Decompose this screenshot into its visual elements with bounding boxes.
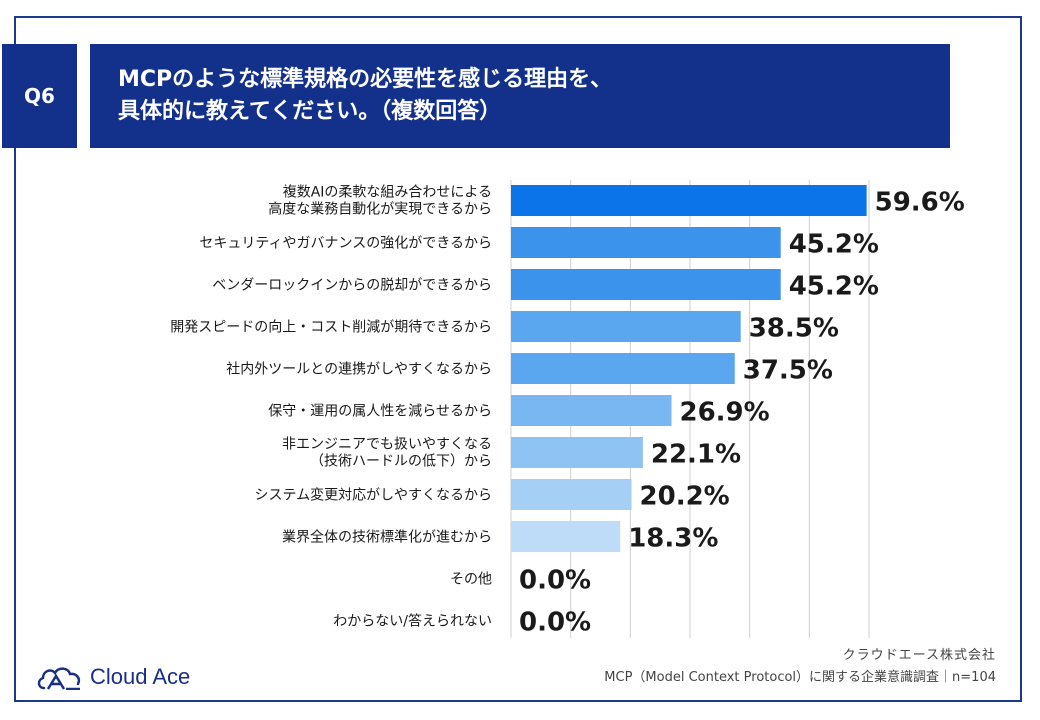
value-label: 38.5% (749, 314, 839, 344)
bar (511, 479, 632, 510)
bar (511, 227, 781, 258)
cloud-logo-icon (37, 667, 81, 690)
value-label: 45.2% (789, 272, 879, 302)
category-label: セキュリティやガバナンスの強化ができるから (199, 236, 492, 252)
value-label: 26.9% (680, 398, 770, 428)
category-label: 保守・運用の属人性を減らせるから (268, 403, 492, 420)
title-line-2: 具体的に教えてください。（複数回答） (118, 99, 502, 124)
bar (511, 437, 643, 468)
value-label: 18.3% (628, 524, 718, 554)
category-label: わからない/答えられない (333, 613, 492, 630)
category-label: システム変更対応がしやすくなるから (255, 487, 492, 504)
question-title: MCPのような標準規格の必要性を感じる理由を、 具体的に教えてください。（複数回… (90, 44, 950, 148)
footer-survey-note: MCP（Model Context Protocol）に関する企業意識調査｜n=… (604, 670, 996, 685)
category-label: その他 (450, 572, 492, 588)
category-label: 開発スピードの向上・コスト削減が期待できるから (170, 319, 492, 336)
title-line-1: MCPのような標準規格の必要性を感じる理由を、 (118, 67, 613, 92)
bar (511, 311, 741, 342)
value-label: 20.2% (640, 482, 730, 512)
footer-company: クラウドエース株式会社 (842, 648, 996, 663)
category-label: 非エンジニアでも扱いやすくなる (282, 437, 492, 453)
value-label: 22.1% (651, 440, 741, 470)
bar (511, 353, 735, 384)
category-label: 社内外ツールとの連携がしやすくなるから (226, 362, 492, 378)
value-label: 0.0% (519, 608, 591, 638)
value-label: 45.2% (789, 230, 879, 260)
category-label: 複数AIの柔軟な組み合わせによる (283, 184, 492, 201)
value-label: 0.0% (519, 566, 591, 596)
bar (511, 185, 867, 216)
logo-text: Cloud Ace (90, 664, 191, 689)
category-label: 高度な業務自動化が実現できるから (268, 201, 492, 218)
bar (511, 521, 621, 552)
bar (511, 395, 672, 426)
category-label: 業界全体の技術標準化が進むから (282, 529, 492, 546)
cloud-ace-logo: Cloud Ace (36, 664, 190, 690)
value-label: 37.5% (743, 356, 833, 386)
category-label: （技術ハードルの低下）から (310, 454, 492, 470)
category-label: ベンダーロックインからの脱却ができるから (212, 278, 492, 294)
bar (511, 269, 781, 300)
value-label: 59.6% (875, 188, 965, 218)
question-badge: Q6 (2, 44, 77, 148)
